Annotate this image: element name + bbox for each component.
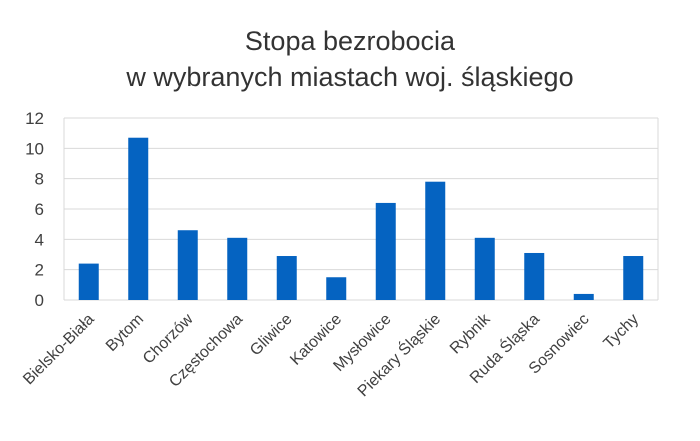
- x-tick-label: Rybnik: [447, 310, 494, 357]
- bar: [227, 237, 248, 300]
- bar: [128, 137, 149, 300]
- bar: [573, 293, 594, 300]
- x-tick-label: Tychy: [601, 311, 643, 353]
- bar: [524, 252, 545, 300]
- y-tick-label: 6: [35, 200, 44, 219]
- y-tick-label: 4: [35, 230, 44, 249]
- x-tick-label: Bielsko-Biała: [20, 311, 97, 388]
- y-tick-label: 8: [35, 170, 44, 189]
- chart-title-line-2: w wybranych miastach woj. śląskiego: [126, 62, 574, 92]
- x-tick-label: Bytom: [103, 311, 147, 355]
- y-tick-label: 2: [35, 261, 44, 280]
- chart-title-line-1: Stopa bezrobocia: [244, 26, 456, 56]
- x-tick-label: Gliwice: [247, 311, 296, 360]
- bar: [375, 202, 396, 300]
- y-tick-label: 0: [35, 291, 44, 310]
- bar: [425, 181, 446, 300]
- x-tick-label: Piekary Śląskie: [353, 309, 444, 400]
- bar: [623, 256, 644, 300]
- bar: [78, 263, 99, 300]
- bar: [177, 230, 198, 300]
- bar: [326, 277, 347, 300]
- y-tick-label: 12: [25, 109, 44, 128]
- bar: [276, 256, 297, 300]
- y-tick-label: 10: [25, 139, 44, 158]
- bar: [474, 237, 495, 300]
